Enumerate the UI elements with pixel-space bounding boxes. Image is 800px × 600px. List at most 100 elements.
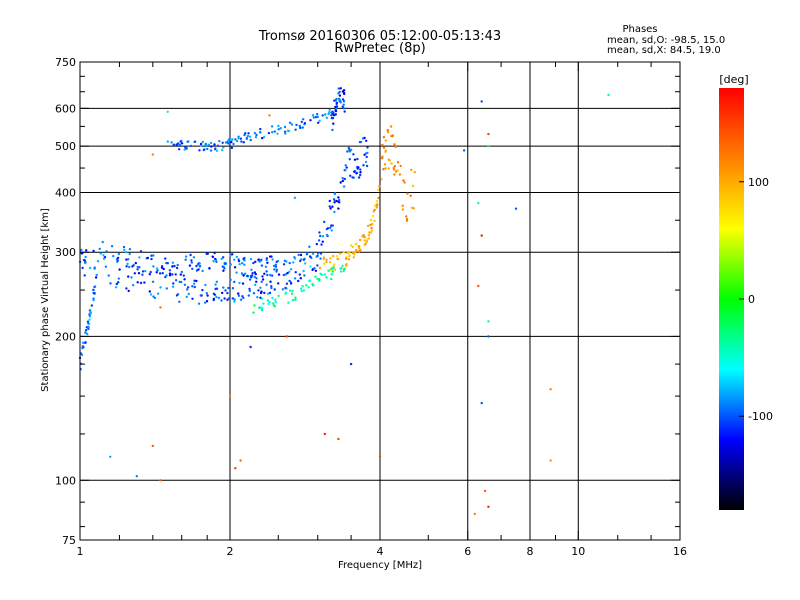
data-point xyxy=(291,289,294,293)
stats-title: Phases xyxy=(622,24,657,35)
data-point xyxy=(179,140,182,143)
data-point xyxy=(264,265,268,268)
data-point xyxy=(319,252,323,255)
data-point xyxy=(247,294,250,297)
data-point xyxy=(274,300,277,304)
data-point xyxy=(304,262,307,265)
data-point xyxy=(134,261,137,265)
data-point xyxy=(325,260,328,264)
data-point xyxy=(339,101,343,104)
data-point xyxy=(333,210,336,214)
data-point xyxy=(109,282,112,285)
data-point xyxy=(148,273,151,276)
data-point xyxy=(341,264,344,268)
data-point xyxy=(255,133,258,137)
data-point xyxy=(130,276,133,279)
data-point xyxy=(287,301,290,304)
data-point xyxy=(332,198,336,201)
data-point xyxy=(275,268,279,271)
data-point xyxy=(109,455,112,458)
data-point xyxy=(139,281,143,285)
data-point xyxy=(318,231,321,234)
data-point xyxy=(252,292,256,295)
data-point xyxy=(246,274,249,278)
data-point xyxy=(204,283,207,287)
data-point xyxy=(249,257,253,261)
data-point xyxy=(189,144,193,148)
data-point xyxy=(174,279,178,282)
data-point xyxy=(87,322,91,325)
data-point xyxy=(180,270,183,274)
data-point xyxy=(405,215,408,218)
data-point xyxy=(293,277,297,280)
data-point xyxy=(170,141,173,144)
data-point xyxy=(217,296,221,300)
data-point xyxy=(338,252,342,255)
data-point xyxy=(380,178,383,181)
data-point xyxy=(241,282,245,285)
data-point xyxy=(227,286,230,290)
data-point xyxy=(332,254,335,258)
data-point xyxy=(159,286,162,289)
data-point xyxy=(299,126,302,130)
colorbar-tick-label: 0 xyxy=(748,293,755,306)
data-point xyxy=(201,140,204,144)
data-point xyxy=(235,271,238,274)
data-point xyxy=(257,306,261,309)
data-point xyxy=(283,125,287,129)
data-point xyxy=(299,259,302,263)
data-point xyxy=(321,240,324,243)
data-point xyxy=(388,159,391,162)
data-point xyxy=(254,136,258,139)
data-point xyxy=(290,292,294,295)
data-point xyxy=(239,298,243,301)
data-point xyxy=(294,271,297,274)
stats-x-mode: mean, sd,X: 84.5, 19.0 xyxy=(607,45,721,56)
data-point xyxy=(403,181,406,184)
data-point xyxy=(370,229,373,232)
data-point xyxy=(209,141,213,145)
data-point xyxy=(329,207,332,210)
data-point xyxy=(220,257,223,260)
data-point xyxy=(136,281,139,284)
data-point xyxy=(93,292,96,295)
data-point xyxy=(84,329,88,332)
data-point xyxy=(104,265,108,268)
data-point xyxy=(305,284,308,287)
data-point xyxy=(218,139,221,143)
data-point xyxy=(299,287,303,290)
data-point xyxy=(260,280,263,283)
data-point xyxy=(257,289,260,292)
data-point xyxy=(382,168,385,171)
data-point xyxy=(128,252,131,256)
data-point xyxy=(203,148,206,151)
data-point xyxy=(151,153,154,156)
data-point xyxy=(177,148,181,151)
data-point xyxy=(334,105,337,109)
data-point xyxy=(260,297,264,300)
data-point xyxy=(315,242,318,246)
data-point xyxy=(358,140,362,144)
y-tick-label: 600 xyxy=(55,102,76,115)
data-point xyxy=(166,262,169,265)
data-point xyxy=(168,272,172,275)
data-point xyxy=(386,131,390,134)
data-point xyxy=(342,268,346,271)
data-point xyxy=(344,257,348,260)
data-point xyxy=(165,274,168,277)
data-point xyxy=(312,284,315,287)
data-point xyxy=(179,273,182,276)
data-point xyxy=(348,158,351,161)
data-point xyxy=(348,147,351,150)
data-point xyxy=(344,164,347,167)
data-point xyxy=(195,269,199,272)
data-point xyxy=(235,255,238,259)
chart-subtitle: RwPretec (8p) xyxy=(334,41,425,56)
data-point xyxy=(366,151,369,155)
data-point xyxy=(237,292,240,295)
data-point xyxy=(330,229,333,232)
data-point xyxy=(323,262,326,265)
data-point xyxy=(261,278,265,281)
data-point xyxy=(272,264,276,268)
data-point xyxy=(338,98,341,101)
